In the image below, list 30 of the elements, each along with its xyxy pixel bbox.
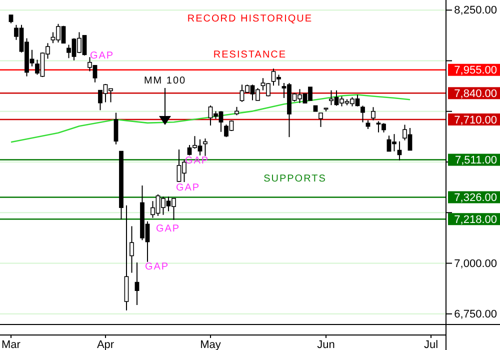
candlestick <box>130 226 134 274</box>
y-tick-label: 6,750.00 <box>454 308 497 320</box>
ref-line-label: 7,840.00 <box>454 88 497 100</box>
x-tick-label: May <box>200 339 222 350</box>
ref-line-label: 7,955.00 <box>454 64 497 77</box>
ref-line-label: 7,511.00 <box>454 154 497 167</box>
y-tick-label: 7,000.00 <box>454 258 497 270</box>
candlestick <box>203 138 208 156</box>
annotation: GAP <box>144 262 170 272</box>
candlestick <box>318 112 323 128</box>
candlestick <box>114 112 118 145</box>
candlestick <box>371 106 376 121</box>
annotation: GAP <box>156 224 180 234</box>
annotation: SUPPORTS <box>264 174 326 184</box>
line-series <box>10 94 411 143</box>
annotation: MM 100 <box>144 76 186 86</box>
ref-line-label: 7,710.00 <box>454 114 497 126</box>
ref-line-label: 7,326.00 <box>454 192 497 204</box>
annotation: RECORD HISTORIQUE <box>187 14 313 24</box>
x-tick-label: Apr <box>96 339 114 350</box>
candlestick <box>360 105 365 123</box>
x-tick-label: Jun <box>317 339 335 350</box>
x-tick-label: Jul <box>424 339 438 350</box>
annotation: GAP <box>90 50 114 62</box>
candlestick <box>134 262 140 306</box>
annotation: RESISTANCE <box>213 50 287 60</box>
ref-line-label: 7,218.00 <box>454 214 497 226</box>
x-tick-label: Mar <box>2 339 21 350</box>
annotation: GAP <box>176 182 200 194</box>
y-tick-label: 8,250.00 <box>454 4 497 17</box>
